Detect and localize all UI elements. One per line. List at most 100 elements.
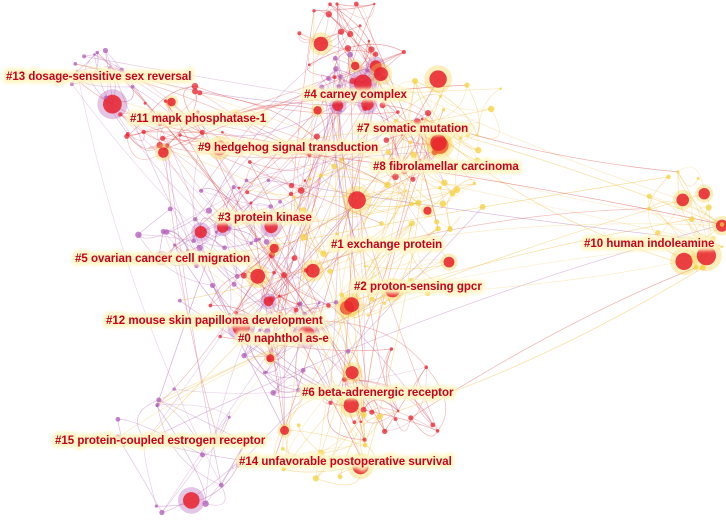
network-node	[130, 84, 135, 89]
network-node	[194, 263, 199, 269]
network-edge	[414, 366, 434, 426]
network-node	[297, 326, 315, 343]
network-node	[268, 251, 276, 259]
network-node	[332, 100, 344, 112]
network-edge	[249, 155, 310, 171]
cluster-label-7[interactable]: #7 somatic mutation #7 somatic mutation	[354, 120, 472, 139]
cluster-label-3[interactable]: #3 protein kinase #3 protein kinase	[215, 209, 316, 228]
cluster-label-14[interactable]: #14 unfavorable postoperative survival #…	[236, 453, 456, 472]
network-node	[666, 174, 671, 180]
network-edge	[302, 25, 361, 211]
network-edge	[340, 48, 354, 399]
network-edge	[405, 190, 421, 210]
network-node	[241, 352, 247, 359]
network-edge	[76, 67, 112, 74]
network-node	[281, 272, 287, 279]
svg-text:#10 human indoleamine: #10 human indoleamine	[584, 238, 714, 250]
network-edge	[284, 430, 366, 446]
cluster-label-2[interactable]: #2 proton-sensing gpcr #2 proton-sensing…	[351, 278, 486, 297]
network-node	[465, 132, 471, 138]
cluster-label-12[interactable]: #12 mouse skin papilloma development #12…	[103, 312, 327, 331]
network-edge	[647, 196, 685, 262]
network-node	[343, 397, 359, 413]
network-node	[298, 301, 303, 306]
network-edge	[338, 239, 373, 300]
cluster-label-13[interactable]: #13 dosage-sensitive sex reversal #13 do…	[3, 68, 195, 87]
network-node	[297, 219, 302, 223]
network-node	[424, 132, 427, 136]
cluster-label-15[interactable]: #15 protein-coupled estrogen receptor #1…	[52, 432, 270, 451]
cluster-label-6[interactable]: #6 beta-adrenergic receptor #6 beta-adre…	[299, 384, 458, 403]
svg-text:#7 somatic mutation: #7 somatic mutation	[357, 123, 468, 135]
network-node	[332, 55, 338, 61]
network-node	[383, 301, 387, 305]
network-edge	[384, 367, 427, 432]
network-node	[317, 301, 321, 305]
network-node	[227, 313, 232, 317]
network-node	[234, 311, 239, 315]
network-node	[305, 263, 320, 278]
network-node	[475, 147, 482, 154]
network-node	[163, 99, 168, 103]
network-edge	[295, 302, 320, 391]
network-edge	[157, 404, 222, 486]
network-node	[435, 225, 441, 232]
network-node	[270, 459, 276, 465]
network-edge	[268, 179, 713, 242]
cluster-label-10[interactable]: #10 human indoleamine #10 human indoleam…	[581, 235, 718, 254]
network-edge	[130, 121, 145, 136]
network-node	[398, 95, 405, 102]
network-node	[363, 386, 371, 394]
cluster-label-4[interactable]: #4 carney complex #4 carney complex	[301, 86, 412, 105]
svg-text:#15 protein-coupled estrogen r: #15 protein-coupled estrogen receptor	[55, 435, 266, 447]
network-node	[326, 76, 331, 81]
network-node	[194, 226, 207, 239]
network-edge	[103, 66, 122, 71]
network-node	[441, 108, 446, 112]
svg-text:#14 unfavorable postoperative: #14 unfavorable postoperative survival	[239, 456, 452, 468]
network-edge	[222, 103, 340, 137]
network-edge	[174, 244, 364, 415]
network-edge	[161, 51, 405, 259]
network-edge	[259, 201, 285, 240]
network-node	[425, 290, 431, 297]
network-edge	[422, 118, 679, 173]
network-node	[401, 49, 406, 55]
network-edge	[321, 86, 340, 103]
network-edge	[312, 190, 406, 272]
cluster-label-1[interactable]: #1 exchange protein #1 exchange protein	[328, 236, 446, 255]
network-node	[396, 110, 400, 114]
network-node	[156, 397, 162, 403]
network-edge	[414, 80, 478, 136]
cluster-label-8[interactable]: #8 fibrolamellar carcinoma #8 fibrolamel…	[370, 158, 523, 177]
network-node	[435, 280, 442, 286]
network-edge	[210, 305, 271, 359]
network-node	[227, 415, 231, 419]
network-node	[357, 248, 362, 253]
network-node	[325, 11, 332, 18]
network-edge	[208, 78, 329, 211]
network-node	[288, 191, 294, 197]
cluster-label-11[interactable]: #11 mapk phosphatase-1 #11 mapk phosphat…	[127, 110, 271, 129]
cluster-label-9[interactable]: #9 hedgehog signal transduction #9 hedge…	[195, 139, 382, 158]
network-edge	[146, 159, 342, 442]
network-edge	[282, 448, 361, 467]
network-edge	[266, 190, 406, 243]
cluster-label-0[interactable]: #0 naphthol as-e #0 naphthol as-e	[235, 330, 333, 349]
network-edge	[354, 348, 392, 423]
network-node	[479, 203, 486, 210]
network-node	[308, 177, 312, 181]
network-node	[318, 173, 323, 178]
network-edge	[127, 131, 145, 141]
network-edge	[250, 202, 285, 431]
network-node	[215, 436, 221, 442]
network-edge	[329, 228, 439, 272]
network-edge	[143, 92, 201, 133]
cluster-label-5[interactable]: #5 ovarian cancer cell migration #5 ovar…	[72, 250, 254, 269]
network-node	[404, 189, 407, 192]
network-node	[319, 84, 325, 90]
network-node	[202, 500, 209, 507]
network-edge	[648, 176, 669, 209]
network-edge	[321, 416, 381, 454]
network-node	[280, 447, 285, 451]
